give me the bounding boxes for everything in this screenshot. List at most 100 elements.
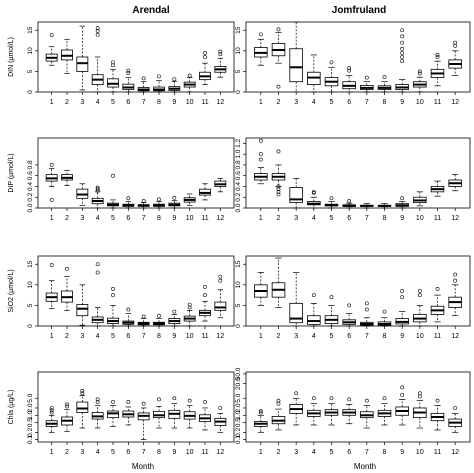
- x-tick-label-chla-jomfruland: 3: [294, 449, 298, 456]
- outlier-sio2-arendal-4: [95, 270, 100, 275]
- outlier-chla-jomfruland-10: [417, 391, 422, 396]
- outlier-din-jomfruland-2: [276, 84, 281, 89]
- x-tick-label-chla-arendal: 8: [157, 449, 161, 456]
- outlier-sio2-arendal-10: [187, 302, 192, 307]
- box-sio2-jomfruland-3: [289, 302, 303, 324]
- x-tick-label-sio2-jomfruland: 1: [259, 333, 263, 340]
- outlier-din-arendal-4: [95, 29, 100, 33]
- x-tick-label-dip-arendal: 5: [111, 215, 115, 222]
- outlier-dip-arendal-5: [111, 173, 115, 178]
- x-tick-label-sio2-jomfruland: 3: [294, 333, 298, 340]
- x-tick-label-chla-jomfruland: 7: [365, 449, 369, 456]
- x-tick-label-chla-arendal: 10: [186, 449, 194, 456]
- outlier-dip-jomfruland-1: [258, 152, 263, 157]
- x-tick-label-dip-jomfruland: 3: [294, 215, 298, 222]
- x-tick-label-chla-arendal: 6: [126, 449, 130, 456]
- x-tick-label-chla-arendal: 5: [111, 449, 115, 456]
- x-tick-label-chla-jomfruland: 5: [330, 449, 334, 456]
- x-tick-label-chla-arendal: 12: [216, 449, 224, 456]
- outlier-sio2-arendal-2: [65, 266, 69, 271]
- outlier-din-arendal-7: [141, 76, 146, 81]
- outlier-dip-arendal-8: [157, 197, 161, 202]
- x-tick-label-din-jomfruland: 2: [277, 99, 281, 106]
- outlier-chla-jomfruland-3: [294, 391, 299, 396]
- x-tick-label-sio2-jomfruland: 12: [451, 333, 459, 340]
- x-tick-label-sio2-arendal: 7: [142, 333, 146, 340]
- y-axis-label-sio2-arendal: SiO2 (µmol/L): [8, 269, 15, 312]
- x-tick-label-dip-arendal: 7: [142, 215, 146, 222]
- x-tick-label-sio2-arendal: 4: [96, 333, 100, 340]
- outlier-dip-jomfruland-2: [276, 189, 281, 194]
- outlier-dip-jomfruland-2: [276, 187, 281, 192]
- x-tick-label-dip-arendal: 4: [96, 215, 100, 222]
- outlier-sio2-arendal-11: [203, 284, 207, 289]
- outlier-chla-arendal-3: [80, 389, 85, 393]
- y-tick-label-chla-jomfruland: 0.1: [235, 435, 242, 444]
- y-tick-label-din-jomfruland: 10: [235, 47, 242, 55]
- outlier-sio2-arendal-12: [218, 278, 223, 283]
- outlier-din-jomfruland-9: [400, 46, 405, 51]
- box-din-arendal-3: [76, 56, 89, 72]
- outlier-din-arendal-12: [218, 52, 223, 57]
- outlier-sio2-jomfruland-6: [347, 303, 352, 308]
- x-tick-label-sio2-arendal: 3: [80, 333, 84, 340]
- y-tick-label-chla-arendal: 0.2: [27, 427, 34, 436]
- x-tick-label-sio2-arendal: 5: [111, 333, 115, 340]
- y-tick-label-sio2-jomfruland: 0: [235, 324, 242, 328]
- outlier-din-jomfruland-12: [453, 40, 458, 45]
- x-tick-label-sio2-jomfruland: 5: [330, 333, 334, 340]
- x-tick-label-sio2-arendal: 12: [216, 333, 224, 340]
- y-tick-label-chla-arendal: 5.0: [27, 393, 34, 402]
- y-tick-label-chla-arendal: 2.0: [27, 403, 34, 412]
- x-tick-label-dip-jomfruland: 7: [365, 215, 369, 222]
- x-tick-label-din-arendal: 3: [80, 99, 84, 106]
- outlier-chla-jomfruland-8: [382, 396, 387, 401]
- x-tick-label-dip-arendal: 2: [65, 215, 69, 222]
- y-tick-label-din-arendal: 5: [27, 69, 34, 73]
- y-axis-label-chla-arendal: Chla (µg/L): [8, 390, 15, 425]
- outlier-chla-arendal-1: [49, 408, 54, 413]
- x-tick-label-chla-jomfruland: 11: [434, 449, 441, 456]
- x-tick-label-din-arendal: 9: [172, 99, 176, 106]
- outlier-sio2-jomfruland-12: [453, 278, 458, 283]
- box-sio2-jomfruland-4: [307, 315, 321, 325]
- outlier-sio2-jomfruland-10: [417, 289, 422, 293]
- y-tick-label-sio2-arendal: 0: [27, 324, 34, 328]
- outlier-din-jomfruland-12: [453, 43, 458, 48]
- y-tick-label-din-jomfruland: 0: [235, 90, 242, 94]
- outlier-dip-jomfruland-1: [258, 157, 263, 162]
- outlier-din-jomfruland-7: [364, 75, 369, 80]
- x-tick-label-chla-jomfruland: 4: [312, 449, 316, 456]
- outlier-chla-jomfruland-11: [435, 398, 440, 403]
- outlier-dip-jomfruland-1: [258, 138, 263, 143]
- y-tick-label-chla-arendal: 0.5: [27, 418, 34, 427]
- x-tick-label-dip-arendal: 8: [157, 215, 161, 222]
- outlier-sio2-jomfruland-5: [329, 295, 334, 300]
- outlier-din-jomfruland-9: [400, 55, 405, 59]
- x-tick-label-sio2-jomfruland: 8: [383, 333, 387, 340]
- y-tick-label-chla-jomfruland: 50.0: [235, 367, 242, 380]
- y-tick-label-chla-jomfruland: 20.0: [235, 377, 242, 390]
- outlier-chla-jomfruland-7: [364, 398, 369, 403]
- outlier-dip-arendal-9: [172, 195, 177, 200]
- x-tick-label-din-arendal: 12: [216, 99, 224, 106]
- y-tick-label-sio2-arendal: 15: [27, 260, 34, 268]
- outlier-chla-jomfruland-12: [453, 406, 458, 410]
- y-tick-label-chla-jomfruland: 5.0: [235, 393, 242, 402]
- x-tick-label-din-arendal: 8: [157, 99, 161, 106]
- panel-frame-dip-arendal: [37, 137, 235, 209]
- outlier-chla-arendal-1: [49, 410, 54, 415]
- outlier-chla-arendal-4: [95, 400, 100, 404]
- y-tick-label-dip-arendal: 0.8: [27, 160, 34, 169]
- outlier-sio2-arendal-8: [157, 313, 161, 318]
- outlier-chla-jomfruland-5: [329, 396, 334, 401]
- outlier-chla-jomfruland-4: [311, 396, 316, 401]
- y-tick-label-dip-arendal: 0.6: [27, 171, 34, 180]
- outlier-sio2-arendal-12: [218, 274, 223, 279]
- outlier-chla-arendal-10: [187, 398, 192, 403]
- y-axis-label-din-arendal: DIN (µmol/L): [8, 37, 15, 77]
- x-tick-label-chla-arendal: 9: [172, 449, 176, 456]
- outlier-sio2-jomfruland-7: [364, 307, 369, 312]
- x-tick-label-sio2-jomfruland: 6: [347, 333, 351, 340]
